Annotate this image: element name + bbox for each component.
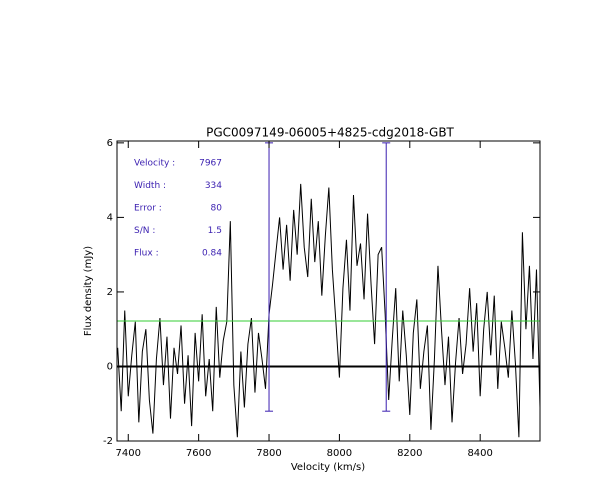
- x-tick-label: 7400: [116, 448, 141, 459]
- y-tick-label: 4: [107, 212, 113, 223]
- annotation-label: S/N :: [134, 226, 155, 236]
- annotation-value: 80: [211, 204, 223, 214]
- annotation-value: 7967: [199, 159, 222, 169]
- y-tick-label: 6: [107, 138, 113, 149]
- annotation-label: Error :: [134, 204, 162, 214]
- annotation-label: Flux :: [134, 249, 159, 259]
- y-tick-label: 0: [107, 361, 113, 372]
- annotation-label: Width :: [134, 181, 166, 191]
- annotation-value: 1.5: [208, 226, 222, 236]
- spectrum-line: [117, 183, 540, 438]
- x-tick-label: 7800: [256, 448, 281, 459]
- chart-title: PGC0097149-06005+4825-cdg2018-GBT: [206, 126, 454, 140]
- annotation-label: Velocity :: [134, 159, 175, 169]
- x-tick-label: 7600: [186, 448, 211, 459]
- x-axis-label: Velocity (km/s): [291, 462, 365, 473]
- annotation-value: 334: [205, 181, 222, 191]
- y-axis-label: Flux density (mJy): [83, 246, 94, 336]
- annotation-value: 0.84: [202, 249, 222, 259]
- x-tick-label: 8000: [327, 448, 352, 459]
- plot-frame: [116, 140, 541, 442]
- y-tick-label: 2: [107, 287, 113, 298]
- y-tick-label: -2: [103, 436, 113, 447]
- x-tick-label: 8400: [467, 448, 492, 459]
- x-tick-label: 8200: [397, 448, 422, 459]
